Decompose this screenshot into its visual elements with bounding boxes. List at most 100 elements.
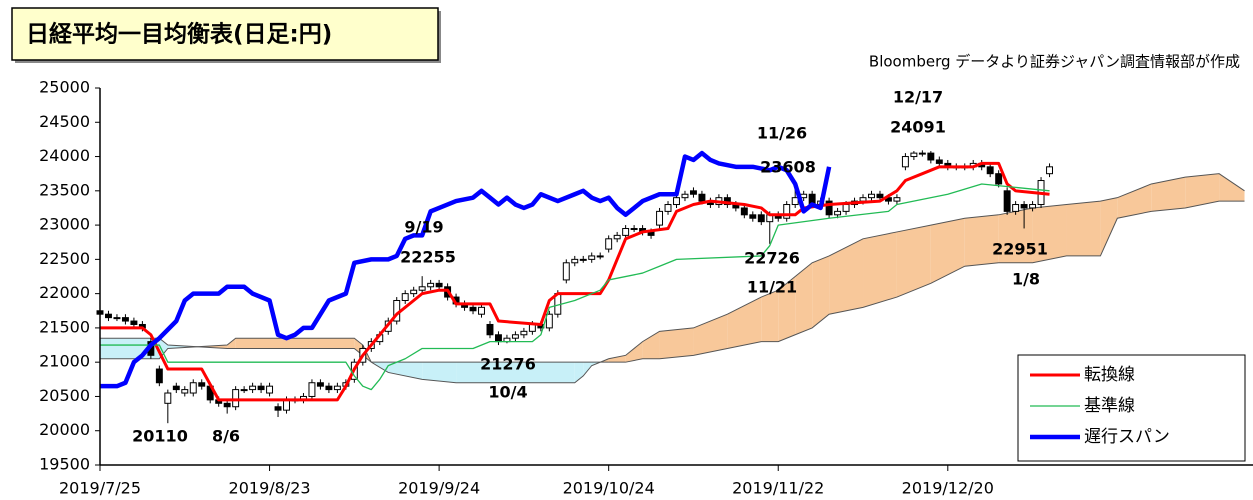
cloud-fill <box>574 362 584 383</box>
cloud-fill <box>863 231 897 308</box>
cloud-fill <box>761 290 779 342</box>
candle-body <box>664 204 672 212</box>
legend-box <box>1017 354 1246 462</box>
candle-body <box>283 399 290 411</box>
cloud-fill <box>227 338 236 349</box>
cloud-fill <box>778 276 796 342</box>
candle-body <box>859 197 867 202</box>
candle-body <box>494 334 502 343</box>
candle-body <box>995 173 1003 185</box>
cloud-fill <box>1032 204 1067 263</box>
cloud-fill <box>625 341 643 363</box>
y-tick-label: 19500 <box>39 455 90 474</box>
candle-body <box>579 258 587 261</box>
y-tick-label: 23000 <box>39 215 90 234</box>
cloud-fill <box>1117 183 1152 219</box>
candle-body <box>749 214 757 219</box>
x-tick-label: 2019/11/22 <box>732 479 824 498</box>
candle-body <box>223 402 231 408</box>
annotations: 12/17 24091 11/26 23608 9/19 22255 11/21… <box>132 88 1048 446</box>
cloud-fill <box>964 214 999 267</box>
cloud-fill <box>812 255 830 328</box>
indicator-line <box>100 183 1050 391</box>
candle-body <box>757 214 765 223</box>
y-tick-label: 22000 <box>39 283 90 302</box>
candle-body <box>410 289 418 295</box>
cloud-fill <box>1151 177 1186 212</box>
annotation-date: 10/4 <box>488 383 527 402</box>
cloud-fill <box>422 362 457 383</box>
candle-body <box>986 166 994 175</box>
candle-body <box>571 258 579 264</box>
y-tick-label: 24000 <box>39 146 90 165</box>
y-tick-label: 21500 <box>39 317 90 336</box>
x-tick-label: 2019/12/20 <box>902 479 994 498</box>
x-tick-label: 2019/7/25 <box>59 479 141 498</box>
annotation-date: 1/8 <box>1012 270 1040 289</box>
candle-body <box>681 193 689 199</box>
candle-body <box>622 228 630 236</box>
cloud-fill <box>930 218 965 284</box>
cloud-fill <box>1100 197 1118 256</box>
candle-body <box>511 334 519 339</box>
source-note: Bloomberg データより証券ジャパン調査情報部が作成 <box>869 53 1240 71</box>
candle-body <box>1003 190 1011 212</box>
candle-body <box>427 282 435 288</box>
cloud-fill <box>829 238 864 315</box>
candle-body <box>698 193 706 202</box>
candle-body <box>673 197 680 206</box>
candle-body <box>825 200 833 216</box>
candle-body <box>562 262 570 281</box>
cloud-fill <box>1185 173 1220 208</box>
annotation-value: 20110 <box>132 427 188 446</box>
annotation-date: 11/21 <box>747 278 797 297</box>
candle-body <box>630 228 638 231</box>
candle-body <box>528 323 536 332</box>
annotation-date: 9/19 <box>404 218 443 237</box>
candle-body <box>910 152 918 158</box>
y-tick-label: 23500 <box>39 180 90 199</box>
candle-body <box>935 159 943 164</box>
cloud-fill <box>388 362 423 380</box>
x-tick-label: 2019/10/24 <box>563 479 655 498</box>
y-tick-label: 24500 <box>39 112 90 131</box>
candle-body <box>401 293 409 301</box>
candle-body <box>189 382 197 394</box>
legend-label: 遅行スパン <box>1084 427 1170 447</box>
annotation-value: 22255 <box>400 248 456 267</box>
candle-body <box>164 392 172 404</box>
cloud-fill <box>608 355 626 363</box>
annotation-date: 11/26 <box>757 124 807 143</box>
plot-area <box>96 150 1245 424</box>
x-tick-label: 2019/9/24 <box>398 479 480 498</box>
candle-body <box>325 385 333 391</box>
y-tick-label: 20500 <box>39 386 90 405</box>
candle-body <box>893 197 901 202</box>
candle-body <box>927 152 935 161</box>
indicator-line <box>100 150 832 389</box>
annotation-value: 23608 <box>760 158 816 177</box>
candle-body <box>596 255 604 258</box>
candle-body <box>113 317 121 320</box>
candle-body <box>266 385 274 394</box>
legend-label: 転換線 <box>1084 365 1135 385</box>
candle-body <box>834 210 842 216</box>
cloud-fill <box>1219 173 1245 202</box>
candle-body <box>486 323 494 336</box>
y-tick-label: 20000 <box>39 420 90 439</box>
cloud-fill <box>235 338 355 349</box>
candle-body <box>418 286 426 291</box>
candle-body <box>121 317 129 322</box>
legend-label: 基準線 <box>1084 396 1135 416</box>
cloud-fill <box>456 362 575 383</box>
cloud-fill <box>727 297 762 349</box>
candle-body <box>1029 204 1037 209</box>
candle-body <box>740 207 748 216</box>
candle-body <box>605 238 613 250</box>
candle-body <box>613 234 621 240</box>
candle-body <box>274 406 282 411</box>
cloud-span-line <box>100 173 1245 384</box>
candle-body <box>240 389 248 392</box>
y-tick-label: 21000 <box>39 352 90 371</box>
